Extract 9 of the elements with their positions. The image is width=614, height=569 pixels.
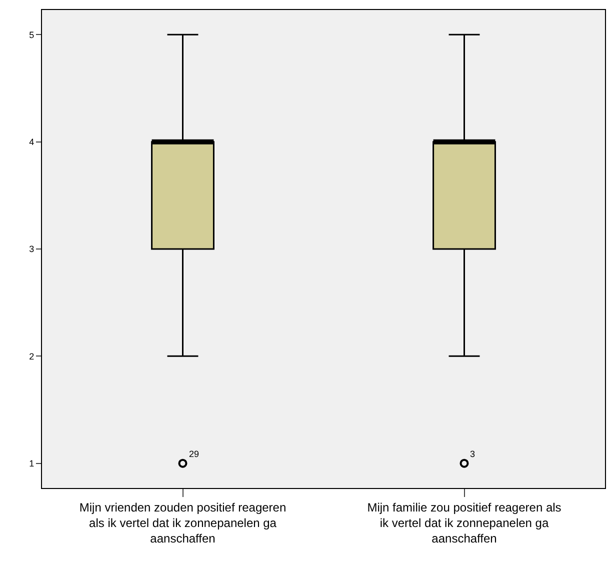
x-tick-label: Mijn familie zou positief reageren als ik vertel dat ik zonnepanelen ga aanschaffen [367, 500, 562, 546]
y-tick-label: 3 [29, 244, 34, 254]
y-tick-label: 1 [29, 458, 34, 468]
annotation: 3 [470, 449, 476, 459]
y-tick-label: 4 [29, 136, 34, 147]
y-tick-label: 2 [29, 351, 34, 362]
y-tick-label: 5 [29, 30, 34, 40]
x-tick-label: Mijn vrienden zouden positief reageren als ik vertel dat ik zonnepanelen ga aanschaffen [79, 500, 286, 546]
annotation: 29 [189, 449, 200, 459]
